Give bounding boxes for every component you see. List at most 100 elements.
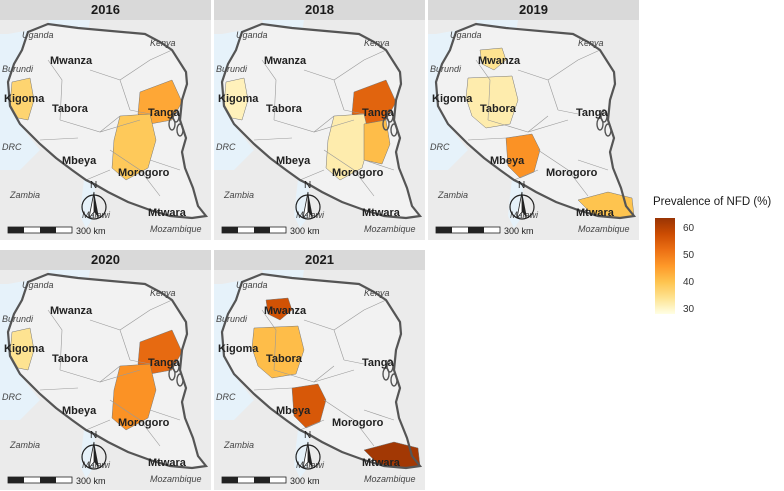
district-border bbox=[129, 109, 151, 115]
country-border bbox=[6, 22, 209, 220]
region-tabora bbox=[251, 325, 305, 379]
north-arrow-icon bbox=[81, 441, 107, 470]
district-border bbox=[149, 159, 181, 171]
country-label-burundi: Burundi bbox=[2, 64, 34, 74]
country-label-mozambique: Mozambique bbox=[150, 474, 202, 484]
legend-title: Prevalence of NFD (%) bbox=[653, 196, 772, 208]
country-label-uganda: Uganda bbox=[450, 30, 482, 40]
lake-nyasa bbox=[294, 430, 310, 478]
scale-label: 300 km bbox=[290, 226, 320, 236]
district-border bbox=[109, 399, 161, 447]
district-border bbox=[557, 109, 579, 115]
lake-nyasa bbox=[80, 430, 96, 478]
scale-bar bbox=[221, 226, 287, 234]
lake-nyasa bbox=[80, 180, 96, 228]
region-label-kigoma: Kigoma bbox=[218, 93, 259, 105]
scale-bar bbox=[435, 226, 501, 234]
island bbox=[172, 109, 180, 123]
country-fill bbox=[436, 24, 634, 218]
region-label-morogoro: Morogoro bbox=[332, 167, 384, 179]
north-label: N bbox=[304, 180, 311, 191]
island bbox=[596, 117, 604, 131]
region-morogoro bbox=[111, 113, 157, 181]
district-border bbox=[577, 159, 609, 171]
region-label-tabora: Tabora bbox=[52, 103, 89, 115]
country-border bbox=[6, 272, 209, 470]
country-label-drc: DRC bbox=[2, 142, 22, 152]
district-border bbox=[313, 365, 335, 383]
north-arrow-icon bbox=[295, 191, 321, 220]
scale-bar bbox=[221, 476, 287, 484]
country-label-kenya: Kenya bbox=[364, 288, 390, 298]
region-morogoro bbox=[325, 113, 371, 181]
region-label-kigoma: Kigoma bbox=[218, 343, 259, 355]
region-mwanza bbox=[265, 297, 293, 321]
island bbox=[390, 123, 398, 137]
island bbox=[176, 123, 184, 137]
district-border bbox=[299, 169, 325, 181]
legend-tick-mark bbox=[675, 229, 679, 230]
region-label-mtwara: Mtwara bbox=[576, 207, 615, 219]
country-label-drc: DRC bbox=[430, 142, 450, 152]
panel-year-strip: 2021 bbox=[214, 250, 425, 270]
district-border bbox=[467, 137, 507, 141]
region-mwanza bbox=[479, 47, 507, 71]
north-label: N bbox=[518, 180, 525, 191]
country-fill bbox=[8, 24, 206, 218]
district-border bbox=[149, 409, 181, 421]
island bbox=[382, 117, 390, 131]
country-label-mozambique: Mozambique bbox=[364, 224, 416, 234]
district-border bbox=[323, 399, 375, 447]
map-area: Uganda Kenya Burundi DRC Zambia Malawi Mozambi… bbox=[0, 20, 211, 240]
panel-year-strip: 2018 bbox=[214, 0, 425, 20]
region-label-mwanza: Mwanza bbox=[50, 55, 93, 67]
region-label-mbeya: Mbeya bbox=[62, 155, 97, 167]
district-border bbox=[363, 159, 395, 171]
country-label-burundi: Burundi bbox=[2, 314, 34, 324]
island bbox=[604, 123, 612, 137]
region-label-tanga: Tanga bbox=[362, 357, 394, 369]
country-label-uganda: Uganda bbox=[236, 280, 268, 290]
map-svg: UgandaKenyaBurundiDRCZambiaMalawiMozambi… bbox=[214, 20, 425, 240]
panel-year-strip: 2016 bbox=[0, 0, 211, 20]
island bbox=[386, 359, 394, 373]
district-border bbox=[85, 419, 111, 431]
legend-tick-mark bbox=[675, 256, 679, 257]
district-border bbox=[39, 387, 79, 391]
region-label-mbeya: Mbeya bbox=[62, 405, 97, 417]
country-label-zambia: Zambia bbox=[223, 440, 254, 450]
map-panel-2021: 2021 Uganda Kenya Burundi DRC Zambia Malawi Mo… bbox=[214, 250, 425, 490]
map-panel-2019: 2019 Uganda Kenya Burundi DRC Zambia Malawi Mo… bbox=[428, 0, 639, 240]
region-label-mbeya: Mbeya bbox=[490, 155, 525, 167]
district-border bbox=[129, 359, 151, 365]
island bbox=[168, 367, 176, 381]
panel-year-strip: 2020 bbox=[0, 250, 211, 270]
region-label-morogoro: Morogoro bbox=[118, 167, 170, 179]
region-label-kigoma: Kigoma bbox=[432, 93, 473, 105]
legend-tick-label: 40 bbox=[683, 277, 695, 288]
lake-nyasa bbox=[294, 180, 310, 228]
country-label-zambia: Zambia bbox=[437, 190, 468, 200]
country-label-mozambique: Mozambique bbox=[578, 224, 630, 234]
region-label-mwanza: Mwanza bbox=[478, 55, 521, 67]
region-mbeya bbox=[505, 133, 541, 179]
country-label-kenya: Kenya bbox=[150, 288, 176, 298]
country-label-kenya: Kenya bbox=[578, 38, 604, 48]
district-border bbox=[261, 59, 277, 121]
north-arrow-icon bbox=[509, 191, 535, 220]
district-border bbox=[261, 309, 277, 371]
map-area: Uganda Kenya Burundi DRC Zambia Malawi Mozambi… bbox=[214, 270, 425, 490]
country-border bbox=[220, 22, 423, 220]
country-label-zambia: Zambia bbox=[9, 190, 40, 200]
scale-label: 300 km bbox=[504, 226, 534, 236]
country-label-uganda: Uganda bbox=[22, 30, 54, 40]
region-label-mtwara: Mtwara bbox=[362, 457, 401, 469]
legend-tick-label: 50 bbox=[683, 250, 695, 261]
legend-tick-mark bbox=[675, 310, 679, 311]
map-panel-2016: 2016 Uganda Kenya Burundi DRC Zambia Malawi Mo… bbox=[0, 0, 211, 240]
country-label-uganda: Uganda bbox=[22, 280, 54, 290]
region-tanga bbox=[137, 79, 183, 125]
region-label-tanga: Tanga bbox=[362, 107, 394, 119]
scale-bar bbox=[7, 476, 73, 484]
island bbox=[390, 373, 398, 387]
